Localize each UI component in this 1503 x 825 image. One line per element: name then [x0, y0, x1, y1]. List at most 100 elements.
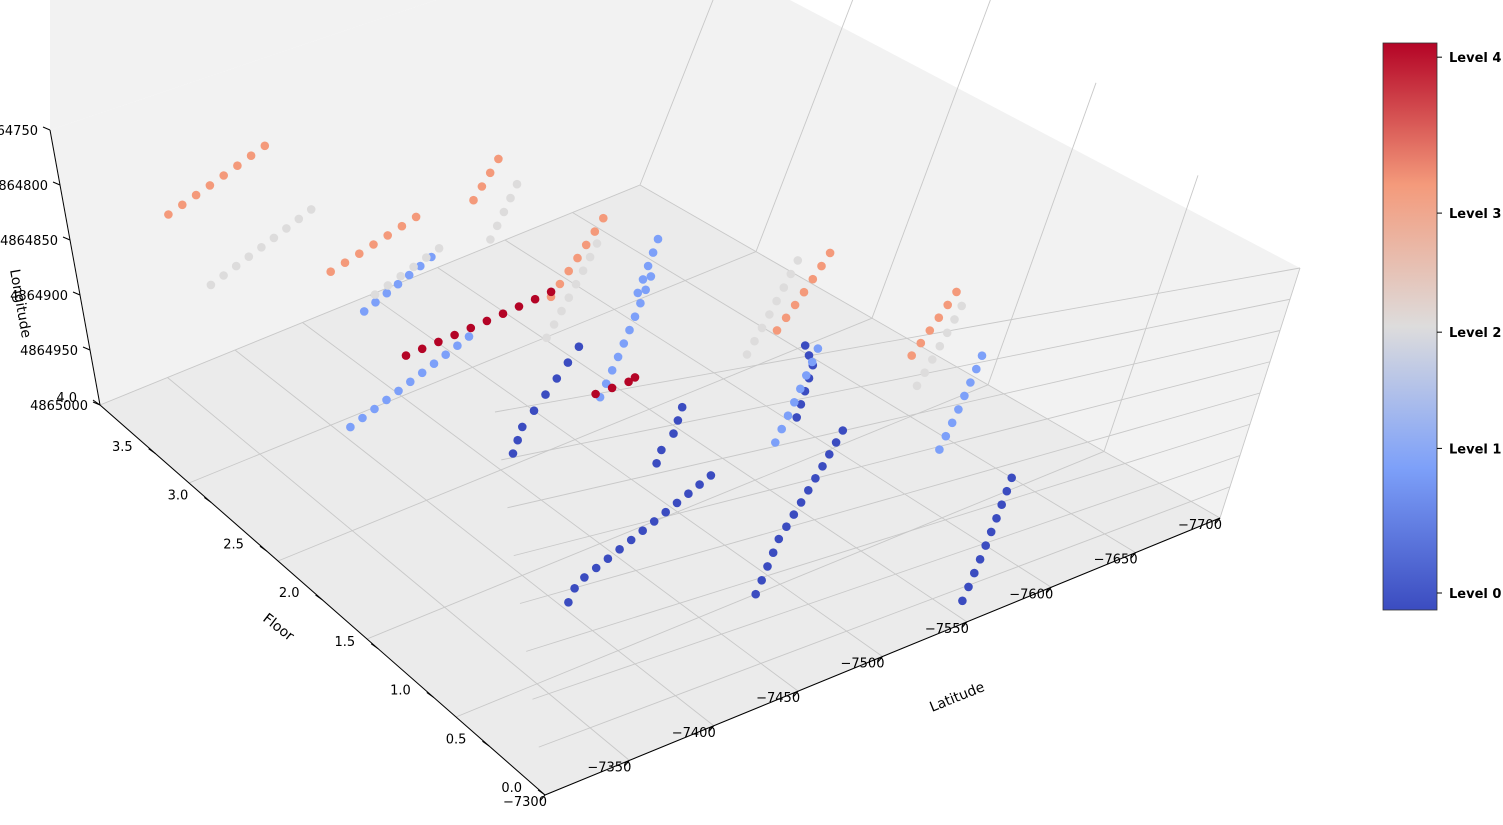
- data-point: [630, 312, 640, 322]
- y-tick-mark: [52, 181, 61, 186]
- data-point: [763, 562, 772, 571]
- z-tick-label: 3.5: [112, 440, 133, 455]
- grid-line: [1103, 175, 1199, 452]
- data-point: [661, 507, 670, 517]
- data-point: [555, 279, 565, 289]
- grid-line: [234, 349, 715, 727]
- data-point: [396, 271, 406, 281]
- data-point: [514, 302, 524, 311]
- data-point: [246, 151, 256, 160]
- y-tick-label: 4864950: [20, 344, 78, 359]
- z-tick-mark: [537, 789, 546, 796]
- x-tick-mark: [539, 794, 546, 802]
- data-point: [206, 280, 216, 290]
- data-point: [615, 545, 624, 554]
- data-point: [958, 596, 967, 606]
- data-point: [466, 323, 476, 333]
- data-point: [790, 398, 799, 407]
- data-point: [429, 359, 439, 369]
- data-point: [796, 400, 806, 409]
- pane-floor: [100, 185, 1220, 795]
- z-tick-mark: [426, 692, 435, 698]
- colorbar-label: Level 1: [1449, 442, 1501, 457]
- data-point: [422, 253, 431, 262]
- data-point: [811, 474, 820, 483]
- data-point: [557, 306, 566, 316]
- data-point: [355, 249, 364, 258]
- z-tick-mark: [370, 643, 379, 650]
- data-point: [619, 339, 629, 348]
- y-tick-label: 4864750: [0, 124, 38, 139]
- data-point: [928, 355, 937, 364]
- z-tick-label: 1.0: [390, 684, 411, 699]
- data-point: [340, 258, 350, 268]
- data-point: [817, 261, 826, 271]
- grid-line: [504, 239, 1052, 588]
- x-tick-mark: [1214, 517, 1221, 525]
- x-tick-label: −7500: [841, 657, 885, 672]
- data-point: [972, 364, 981, 374]
- data-point: [818, 462, 827, 471]
- x-tick-label: −7650: [1094, 553, 1138, 568]
- data-point: [585, 252, 595, 262]
- data-point: [750, 336, 759, 346]
- y-tick-mark: [42, 126, 51, 131]
- data-point: [434, 337, 443, 347]
- grid-line: [987, 82, 1097, 385]
- grid-line: [572, 212, 1136, 554]
- data-point: [529, 406, 539, 416]
- y-axis-line: [49, 129, 101, 406]
- data-point: [530, 294, 540, 304]
- data-point: [416, 261, 425, 271]
- data-point: [934, 313, 944, 323]
- data-point: [952, 287, 961, 297]
- data-point: [975, 555, 985, 564]
- grid-line: [501, 298, 1291, 461]
- data-point: [768, 548, 778, 557]
- data-point: [370, 404, 379, 414]
- data-point: [772, 326, 782, 335]
- data-points: [164, 141, 1016, 607]
- x-tick-mark: [623, 760, 630, 767]
- data-point: [607, 366, 617, 375]
- data-point: [294, 214, 304, 224]
- data-point: [401, 351, 411, 360]
- x-tick-mark: [792, 690, 799, 698]
- grid-line: [369, 294, 883, 657]
- data-point: [542, 333, 551, 343]
- data-point: [482, 316, 492, 326]
- data-point: [964, 582, 973, 592]
- data-point: [966, 378, 975, 387]
- data-point: [231, 261, 241, 271]
- grid-line: [639, 0, 714, 186]
- data-point: [546, 287, 556, 297]
- data-point: [825, 450, 834, 459]
- data-point: [358, 413, 367, 423]
- data-point: [935, 445, 944, 454]
- data-point: [434, 244, 444, 253]
- data-point: [580, 573, 589, 582]
- grid-line: [437, 267, 968, 623]
- data-point: [757, 576, 766, 585]
- data-point: [742, 350, 752, 359]
- data-point: [669, 429, 678, 438]
- data-point: [590, 227, 600, 236]
- data-point: [260, 141, 270, 151]
- data-point: [453, 341, 462, 351]
- data-point: [792, 413, 801, 422]
- data-point: [397, 221, 407, 231]
- data-point: [563, 358, 573, 367]
- x-axis-label: Latitude: [928, 679, 987, 715]
- y-tick-label: 4865000: [30, 399, 88, 414]
- grid-line: [513, 361, 1271, 557]
- data-point: [777, 424, 786, 434]
- data-point: [813, 344, 823, 353]
- data-point: [970, 568, 979, 578]
- data-point: [793, 256, 803, 265]
- data-point: [626, 535, 636, 545]
- data-point: [782, 522, 791, 531]
- colorbar-label: Level 0: [1449, 587, 1501, 602]
- data-point: [790, 300, 800, 310]
- data-point: [591, 563, 601, 573]
- data-point: [831, 438, 841, 447]
